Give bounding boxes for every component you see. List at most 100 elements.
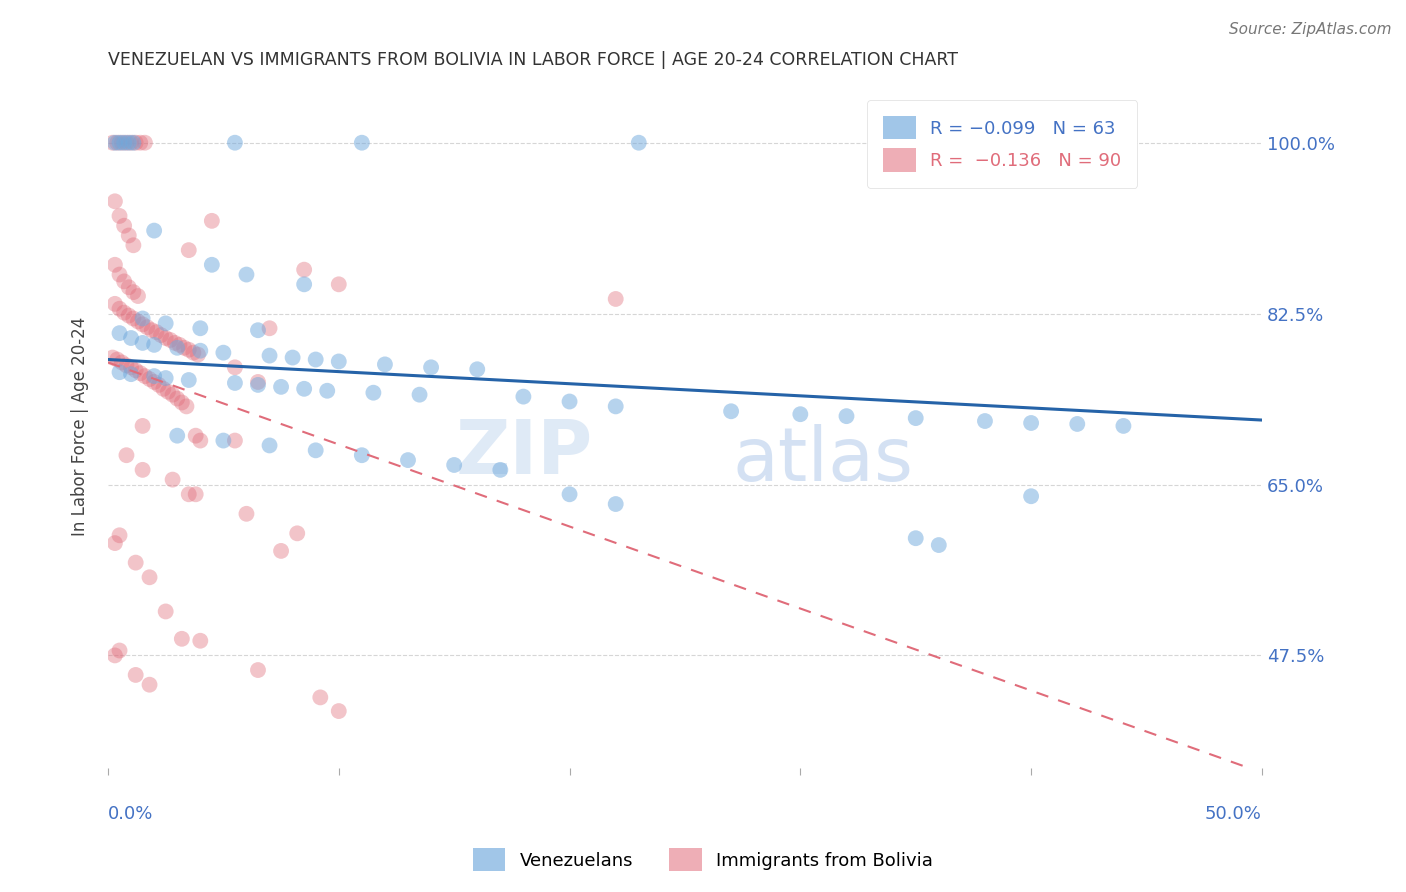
Point [292, 277, 315, 292]
Point [169, 338, 191, 352]
Point [363, 385, 385, 400]
Point [112, 274, 135, 288]
Point [104, 136, 127, 150]
Point [177, 487, 200, 501]
Point [115, 359, 138, 373]
Point [150, 328, 173, 343]
Point [328, 354, 350, 368]
Text: 0.0%: 0.0% [108, 805, 153, 823]
Point [131, 335, 153, 350]
Point [259, 349, 281, 363]
Point [259, 321, 281, 335]
Point [104, 258, 127, 272]
Point [173, 341, 195, 355]
Point [136, 320, 159, 334]
Point [134, 369, 156, 384]
Point [131, 463, 153, 477]
Point [108, 528, 131, 542]
Point [177, 373, 200, 387]
Point [443, 458, 465, 472]
Point [176, 400, 198, 414]
Point [350, 448, 373, 462]
Point [188, 343, 211, 358]
Point [177, 243, 200, 257]
Point [224, 136, 246, 150]
Point [118, 228, 141, 243]
Point [605, 400, 627, 414]
Point [246, 323, 269, 337]
Point [143, 375, 166, 389]
Point [108, 268, 131, 282]
Point [558, 394, 581, 409]
Point [170, 632, 193, 646]
Point [122, 136, 145, 150]
Point [374, 358, 396, 372]
Point [224, 360, 246, 375]
Point [188, 633, 211, 648]
Point [105, 136, 128, 150]
Point [131, 318, 153, 332]
Point [789, 407, 811, 421]
Point [166, 392, 188, 406]
Point [120, 360, 142, 375]
Point [131, 311, 153, 326]
Point [183, 345, 205, 359]
Point [148, 378, 170, 392]
Point [246, 375, 269, 389]
Point [309, 690, 332, 705]
Point [224, 376, 246, 390]
Point [122, 238, 145, 252]
Point [605, 497, 627, 511]
Point [187, 348, 209, 362]
Point [465, 362, 488, 376]
Point [188, 434, 211, 448]
Point [125, 668, 148, 682]
Point [305, 443, 328, 458]
Legend: R = −0.099   N = 63, R =  −0.136   N = 90: R = −0.099 N = 63, R = −0.136 N = 90 [868, 100, 1137, 188]
Point [111, 355, 134, 369]
Point [104, 297, 127, 311]
Point [974, 414, 997, 428]
Point [155, 371, 177, 385]
Text: VENEZUELAN VS IMMIGRANTS FROM BOLIVIA IN LABOR FORCE | AGE 20-24 CORRELATION CHA: VENEZUELAN VS IMMIGRANTS FROM BOLIVIA IN… [108, 51, 957, 69]
Point [129, 366, 152, 380]
Point [188, 321, 211, 335]
Point [420, 360, 443, 375]
Point [270, 544, 292, 558]
Point [270, 380, 292, 394]
Text: atlas: atlas [733, 424, 914, 497]
Point [112, 305, 135, 319]
Point [166, 341, 188, 355]
Point [155, 604, 177, 618]
Point [285, 526, 308, 541]
Point [166, 428, 188, 442]
Point [108, 326, 131, 340]
Point [125, 363, 148, 377]
Point [408, 387, 430, 401]
Point [122, 311, 145, 326]
Point [184, 428, 207, 442]
Point [108, 136, 131, 150]
Point [120, 331, 142, 345]
Y-axis label: In Labor Force | Age 20-24: In Labor Force | Age 20-24 [72, 317, 89, 535]
Point [627, 136, 650, 150]
Point [235, 268, 257, 282]
Point [316, 384, 339, 398]
Point [163, 335, 186, 350]
Point [246, 663, 269, 677]
Point [350, 136, 373, 150]
Point [129, 136, 152, 150]
Point [605, 292, 627, 306]
Point [118, 309, 141, 323]
Point [235, 507, 257, 521]
Point [143, 224, 166, 238]
Point [1112, 418, 1135, 433]
Point [134, 136, 156, 150]
Text: 50.0%: 50.0% [1205, 805, 1263, 823]
Point [104, 648, 127, 663]
Point [115, 448, 138, 462]
Point [145, 325, 167, 339]
Point [396, 453, 419, 467]
Point [1019, 416, 1042, 430]
Point [143, 369, 166, 384]
